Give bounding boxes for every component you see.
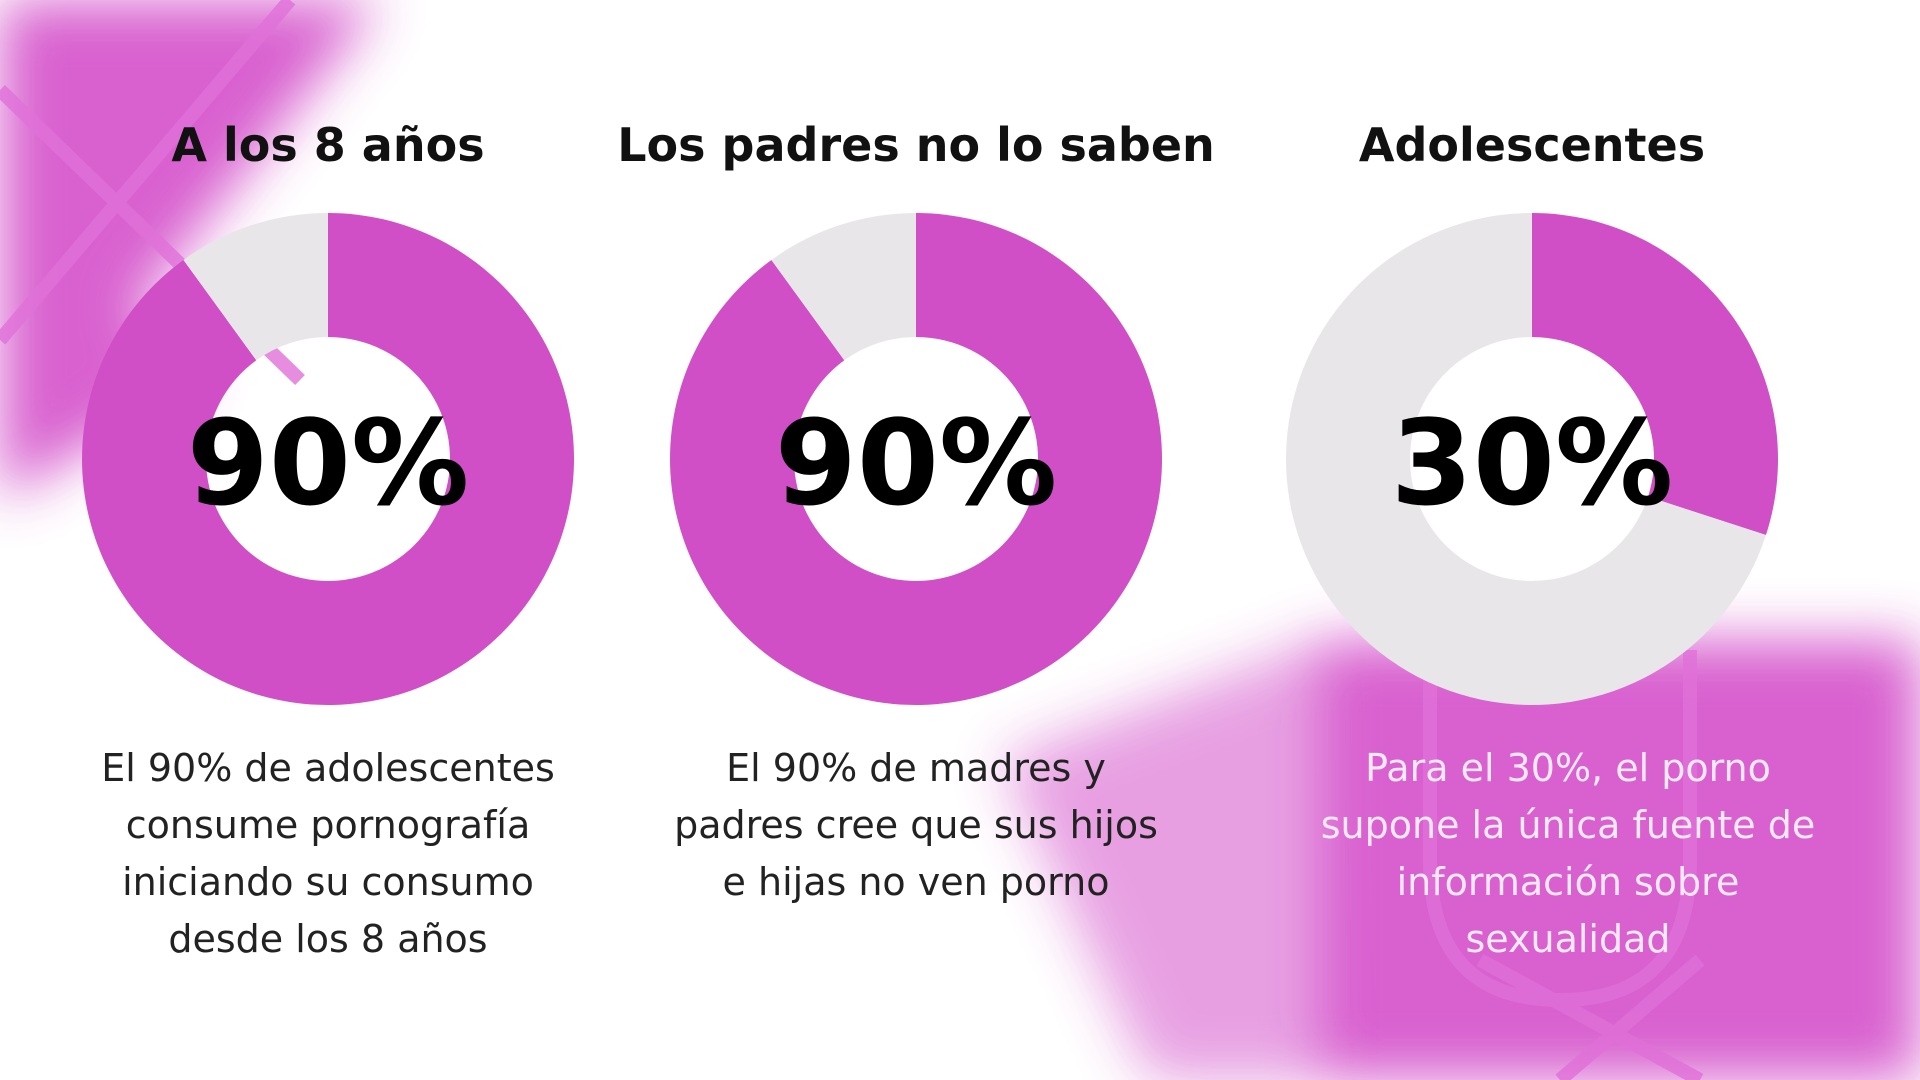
donut-segment — [1286, 212, 1766, 706]
center-value-label: 30% — [1391, 394, 1673, 532]
donut-segment — [183, 213, 328, 361]
chart-caption: El 90% de adolescentes consume pornograf… — [101, 746, 555, 961]
donut-segment — [81, 213, 574, 705]
donut-segment — [1531, 213, 1779, 536]
center-value-label: 90% — [775, 394, 1057, 532]
chart-title: A los 8 años — [171, 118, 485, 172]
center-value-label: 90% — [187, 394, 469, 532]
chart-title: Los padres no lo saben — [617, 118, 1215, 172]
donut-segment — [771, 213, 916, 361]
donut-segment — [670, 212, 1163, 705]
chart-title: Adolescentes — [1358, 118, 1706, 172]
chart-caption: Para el 30%, el porno supone la única fu… — [1320, 746, 1816, 961]
chart-caption: El 90% de madres y padres cree que sus h… — [674, 746, 1158, 904]
